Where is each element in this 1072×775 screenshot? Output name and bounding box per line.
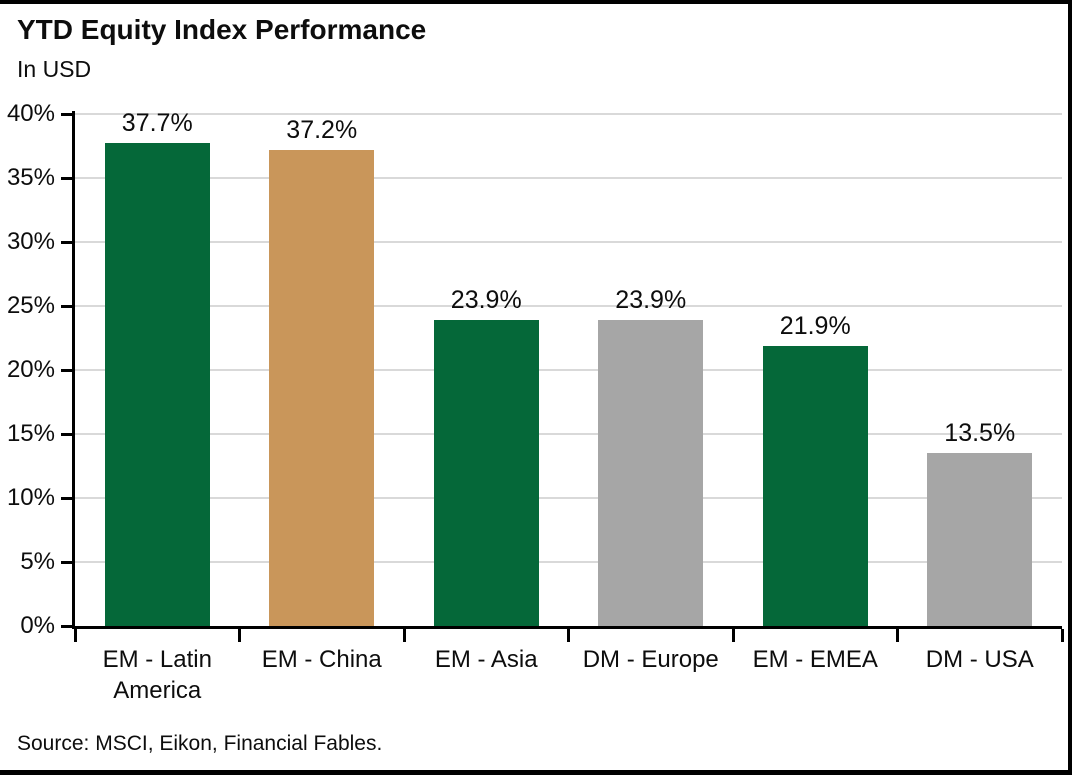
x-axis-tick [896, 629, 899, 642]
y-axis-tick [61, 177, 72, 180]
y-tick-label: 25% [6, 292, 55, 319]
y-tick-label: 15% [6, 420, 55, 447]
y-tick-label: 10% [6, 484, 55, 511]
x-axis-tick [731, 629, 735, 642]
source-note: Source: MSCI, Eikon, Financial Fables. [17, 732, 383, 755]
x-axis-tick [73, 629, 77, 642]
bar-value-label: 21.9% [779, 311, 851, 340]
bar [598, 320, 704, 626]
x-axis-tick [1060, 629, 1064, 642]
bar-value-label: 23.9% [615, 286, 687, 315]
y-tick-label: 0% [20, 612, 55, 639]
y-axis-tick [61, 113, 72, 116]
plot-area: 0% 5% 10% 15% 20% 25% 30% 35% 40% 37.7% EM - Latin… [7, 100, 1064, 704]
y-gridline [75, 369, 1062, 371]
category-label: EM - EMEA [752, 646, 878, 673]
bar-value-label: 37.2% [286, 115, 358, 144]
y-tick-label: 20% [6, 356, 55, 383]
category-label: DM - USA [925, 646, 1034, 673]
y-gridline [75, 497, 1062, 499]
category-label: EM - Asia [434, 646, 538, 673]
y-gridline [75, 113, 1062, 115]
y-tick-label: 40% [6, 100, 55, 127]
category-label: DM - Europe [582, 646, 719, 673]
y-gridline [75, 561, 1062, 563]
bar [433, 320, 539, 626]
y-axis-tick [61, 433, 72, 436]
y-tick-label: 5% [20, 548, 55, 575]
bar-value-label: 23.9% [450, 286, 522, 315]
y-axis-tick [61, 241, 72, 244]
bar [762, 345, 868, 626]
x-axis-line [72, 626, 1062, 629]
y-axis-line [72, 111, 75, 629]
bar [104, 143, 210, 626]
x-axis-tick [402, 629, 406, 642]
y-axis-tick [61, 625, 72, 628]
y-axis-tick [61, 305, 72, 308]
y-axis-tick [61, 561, 72, 564]
bar-value-label: 13.5% [944, 419, 1016, 448]
y-tick-label: 30% [6, 228, 55, 255]
bar-value-label: 37.7% [121, 109, 193, 138]
category-label: EM - Latin America [102, 646, 212, 704]
chart-title: YTD Equity Index Performance [17, 14, 427, 45]
x-axis-tick [567, 629, 570, 642]
bar [269, 149, 375, 626]
y-gridline [75, 305, 1062, 307]
x-axis-tick [238, 629, 241, 642]
y-axis-tick [61, 497, 72, 500]
y-tick-label: 35% [6, 164, 55, 191]
category-label: EM - China [261, 646, 382, 673]
y-axis-tick [61, 369, 72, 372]
y-gridline [75, 241, 1062, 243]
y-gridline [75, 177, 1062, 179]
chart-subtitle: In USD [17, 56, 92, 82]
bar [927, 453, 1033, 626]
y-gridline [75, 433, 1062, 435]
